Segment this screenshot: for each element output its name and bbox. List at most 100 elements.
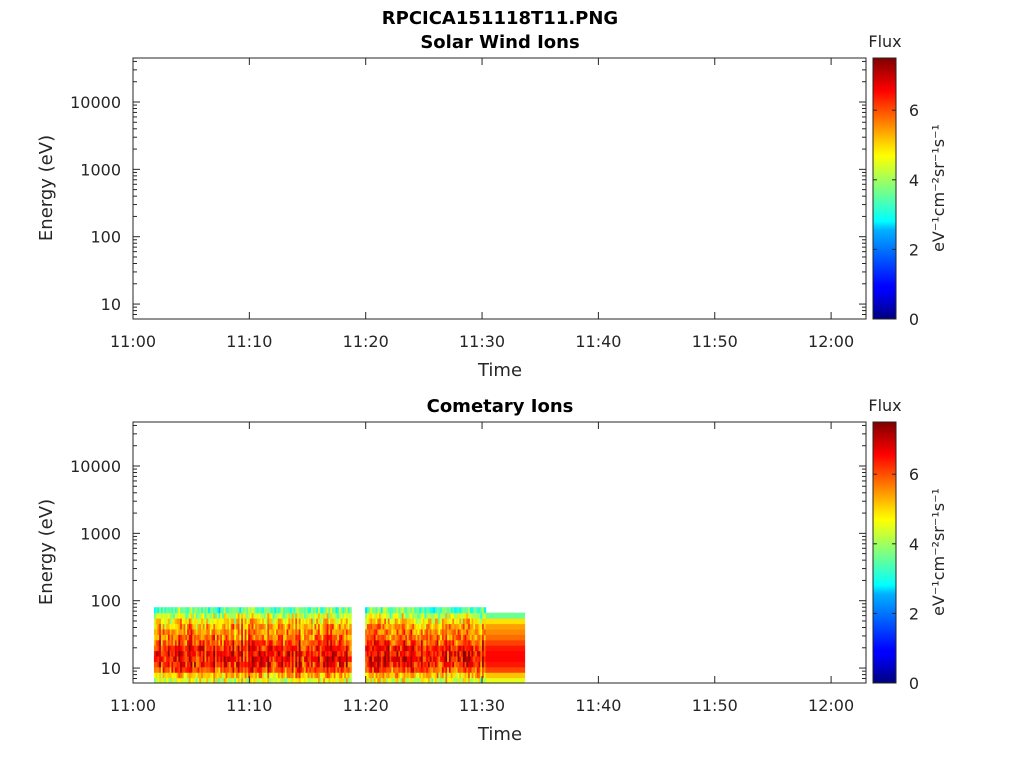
spectrogram-cell bbox=[262, 618, 265, 625]
spectrogram-cell bbox=[256, 666, 260, 673]
spectrogram-cell bbox=[475, 612, 478, 619]
spectrogram-cell bbox=[234, 672, 237, 679]
spectrogram-cell bbox=[438, 666, 441, 673]
spectrogram-cell bbox=[431, 612, 434, 619]
spectrogram-cell bbox=[382, 612, 385, 619]
spectrogram-cell bbox=[480, 645, 483, 652]
spectrogram-cell bbox=[265, 623, 268, 630]
spectrogram-cell bbox=[412, 655, 415, 662]
spectrogram-cell bbox=[454, 618, 457, 625]
spectrogram-cell bbox=[365, 650, 368, 657]
spectrogram-cell bbox=[167, 672, 171, 679]
spectrogram-cell bbox=[293, 618, 296, 625]
spectrogram-cell bbox=[185, 672, 188, 679]
spectrogram-cell bbox=[344, 612, 347, 619]
spectrogram-cell bbox=[260, 650, 263, 657]
spectrogram-cell bbox=[157, 672, 160, 679]
spectrogram-cell bbox=[290, 666, 293, 673]
spectrogram-cell bbox=[173, 607, 176, 614]
spectrogram-cell bbox=[267, 612, 270, 619]
spectrogram-cell bbox=[311, 666, 314, 673]
spectrogram-cell bbox=[413, 607, 417, 614]
spectrogram-cell bbox=[455, 618, 459, 625]
spectrogram-cell bbox=[335, 607, 338, 614]
spectrogram-cell bbox=[452, 607, 455, 614]
spectrogram-cell bbox=[215, 650, 218, 657]
spectrogram-cell bbox=[455, 645, 459, 652]
spectrogram-cell bbox=[246, 661, 249, 668]
spectrogram-cell bbox=[314, 661, 317, 668]
spectrogram-cell bbox=[480, 628, 483, 635]
spectrogram-cell bbox=[209, 666, 213, 673]
spectrogram-cell bbox=[338, 628, 342, 635]
spectrogram-cell bbox=[420, 650, 424, 657]
spectrogram-cell bbox=[288, 639, 291, 646]
spectrogram-cell bbox=[372, 634, 375, 641]
spectrogram-cell bbox=[443, 655, 446, 662]
spectrogram-cell bbox=[195, 634, 199, 641]
spectrogram-cell bbox=[405, 655, 408, 662]
spectrogram-cell bbox=[375, 661, 378, 668]
spectrogram-cell bbox=[269, 672, 272, 679]
spectrogram-cell bbox=[366, 645, 370, 652]
spectrogram-cell bbox=[277, 666, 281, 673]
spectrogram-cell bbox=[469, 677, 473, 684]
spectrogram-cell bbox=[272, 672, 275, 679]
spectrogram-cell bbox=[276, 639, 279, 646]
spectrogram-cell bbox=[424, 634, 427, 641]
spectrogram-cell bbox=[162, 634, 166, 641]
spectrogram-cell bbox=[162, 623, 166, 630]
spectrogram-cell bbox=[204, 666, 207, 673]
spectrogram-cell bbox=[248, 634, 251, 641]
spectrogram-cell bbox=[302, 661, 305, 668]
spectrogram-cell bbox=[337, 607, 340, 614]
spectrogram-cell bbox=[230, 628, 234, 635]
spectrogram-cell bbox=[160, 655, 164, 662]
spectrogram-cell bbox=[443, 672, 446, 679]
spectrogram-cell bbox=[324, 650, 328, 657]
spectrogram-cell bbox=[365, 661, 368, 668]
spectrogram-cell bbox=[290, 607, 293, 614]
spectrogram-cell bbox=[424, 655, 427, 662]
spectrogram-cell bbox=[195, 661, 199, 668]
spectrogram-cell bbox=[431, 661, 434, 668]
spectrogram-cell bbox=[422, 623, 426, 630]
spectrogram-cell bbox=[234, 607, 237, 614]
spectrogram-cell bbox=[434, 623, 438, 630]
spectrogram-cell bbox=[201, 607, 204, 614]
spectrogram-cell bbox=[194, 623, 197, 630]
spectrogram-cell bbox=[382, 666, 385, 673]
spectrogram-cell bbox=[373, 607, 377, 614]
spectrogram-cell bbox=[195, 607, 199, 614]
spectrogram-cell bbox=[382, 645, 385, 652]
spectrogram-cell bbox=[471, 628, 474, 635]
spectrogram-cell bbox=[434, 661, 438, 668]
spectrogram-cell bbox=[387, 677, 391, 684]
spectrogram-cell bbox=[153, 666, 157, 673]
spectrogram-cell bbox=[324, 628, 328, 635]
spectrogram-cell bbox=[291, 666, 295, 673]
spectrogram-cell bbox=[187, 650, 190, 657]
spectrogram-cell bbox=[464, 612, 467, 619]
spectrogram-cell bbox=[326, 628, 330, 635]
spectrogram-cell bbox=[304, 612, 307, 619]
spectrogram-cell bbox=[427, 623, 431, 630]
spectrogram-cell bbox=[478, 677, 481, 684]
spectrogram-cell bbox=[373, 628, 377, 635]
spectrogram-cell bbox=[305, 607, 309, 614]
spectrogram-cell bbox=[225, 672, 228, 679]
spectrogram-cell bbox=[246, 645, 249, 652]
spectrogram-cell bbox=[155, 655, 159, 662]
spectrogram-cell bbox=[382, 623, 385, 630]
spectrogram-cell bbox=[202, 655, 206, 662]
spectrogram-cell bbox=[394, 634, 398, 641]
spectrogram-cell bbox=[167, 661, 171, 668]
spectrogram-cell bbox=[469, 618, 473, 625]
spectrogram-cell bbox=[450, 645, 453, 652]
spectrogram-cell bbox=[286, 666, 289, 673]
spectrogram-cell bbox=[256, 655, 260, 662]
spectrogram-cell bbox=[337, 655, 340, 662]
spectrogram-cell bbox=[342, 628, 345, 635]
spectrogram-cell bbox=[290, 672, 293, 679]
spectrogram-cell bbox=[173, 618, 176, 625]
